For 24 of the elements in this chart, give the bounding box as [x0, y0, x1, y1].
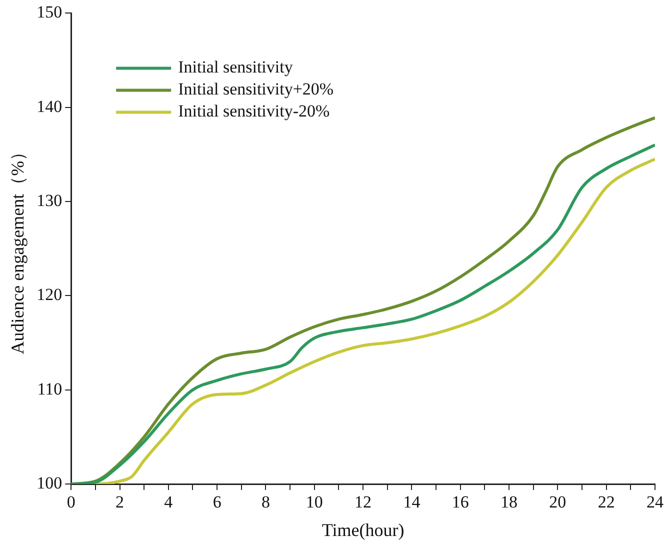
y-tick-label: 130 [36, 190, 62, 210]
x-tick-label: 8 [261, 492, 270, 512]
x-tick-label: 10 [306, 492, 323, 512]
x-tick-label: 20 [549, 492, 566, 512]
y-tick-label: 120 [36, 285, 62, 304]
x-tick-label: 14 [403, 492, 421, 512]
y-tick-label: 140 [36, 96, 62, 116]
y-tick-label: 150 [36, 2, 62, 22]
y-tick-label: 100 [36, 473, 62, 492]
legend-label: Initial sensitivity+20% [178, 80, 334, 99]
x-tick-label: 12 [354, 492, 372, 512]
x-tick-label: 24 [646, 492, 664, 512]
x-tick-label: 6 [212, 492, 222, 512]
x-tick-label: 22 [598, 492, 615, 512]
legend-label: Initial sensitivity [178, 58, 294, 77]
y-tick-label: 110 [37, 379, 62, 398]
legend-label: Initial sensitivity-20% [178, 102, 330, 121]
x-tick-label: 16 [452, 492, 469, 512]
x-tick-label: 18 [500, 492, 518, 512]
x-tick-label: 4 [164, 492, 174, 512]
x-axis-title: Time(hour) [322, 520, 404, 540]
x-tick-label: 2 [116, 492, 124, 512]
x-tick-label: 0 [66, 492, 76, 512]
y-axis-title: Audience engagement（%） [8, 142, 28, 354]
